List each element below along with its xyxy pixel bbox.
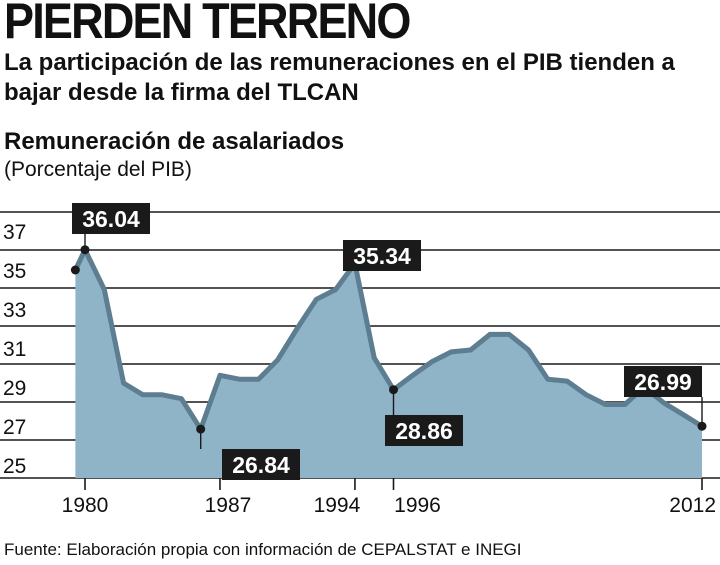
callout-label: 35.34 xyxy=(353,243,411,269)
y-tick-label: 35 xyxy=(3,260,26,283)
callouts: 36.04 26.84 35.34 28.86 26.99 xyxy=(70,203,707,480)
x-tick-label: 1980 xyxy=(62,494,109,517)
y-tick-label: 25 xyxy=(3,455,26,478)
x-tick-label: 2012 xyxy=(669,494,716,517)
callout-dot xyxy=(196,424,206,434)
callout-label: 26.84 xyxy=(232,452,290,478)
callout-box xyxy=(624,366,702,397)
callout-label: 36.04 xyxy=(82,206,140,232)
callout-box xyxy=(343,240,421,271)
series-area xyxy=(75,249,702,478)
y-tick-label: 29 xyxy=(3,377,26,400)
callout-box xyxy=(222,449,300,480)
x-tick-label: 1994 xyxy=(314,494,361,517)
x-tick-label: 1996 xyxy=(394,494,441,517)
y-tick-label: 31 xyxy=(3,338,26,361)
chart-title: Remuneración de asalariados xyxy=(4,128,345,155)
callout-label: 26.99 xyxy=(634,369,692,395)
callout-box xyxy=(385,415,463,446)
source-note: Fuente: Elaboración propia con informaci… xyxy=(4,540,522,559)
area-layer xyxy=(72,247,705,478)
x-axis-ticks: 1980 1987 1994 1996 2012 xyxy=(62,478,716,517)
x-tick-label: 1987 xyxy=(205,494,252,517)
callout-dot xyxy=(389,385,398,395)
callout-dot xyxy=(80,245,90,255)
subtitle: La participación de las remuneraciones e… xyxy=(4,49,675,106)
callout-box xyxy=(72,203,150,234)
series-line xyxy=(72,247,705,432)
callout-label: 28.86 xyxy=(395,418,453,444)
y-tick-label: 33 xyxy=(3,299,26,322)
y-tick-label: 37 xyxy=(3,221,26,244)
y-axis-ticks: 25 27 29 31 33 35 37 xyxy=(3,221,26,478)
series-start-dot xyxy=(70,265,80,275)
y-tick-label: 27 xyxy=(3,416,26,439)
headline: PIERDEN TERRENO xyxy=(4,0,411,49)
callout-dot xyxy=(697,421,707,431)
chart-units: (Porcentaje del PIB) xyxy=(4,158,192,181)
